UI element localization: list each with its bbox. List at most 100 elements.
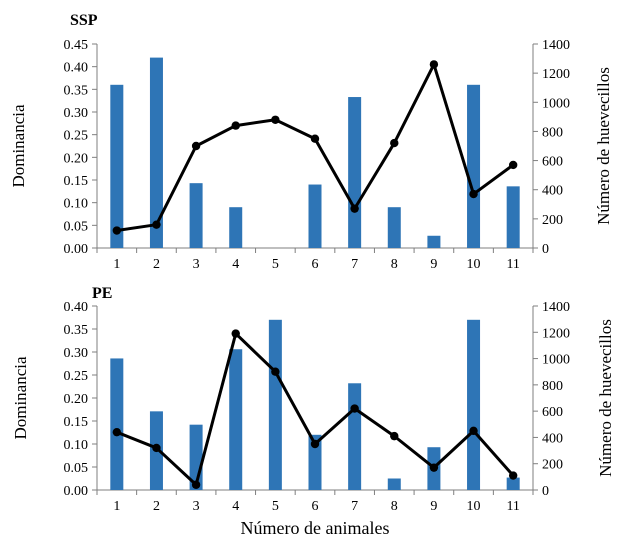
- huevecillos-point-2: [152, 443, 161, 453]
- x-tick-label: 5: [272, 257, 279, 272]
- x-tick-label: 4: [232, 499, 239, 514]
- left-tick-label: 0.10: [64, 197, 89, 212]
- left-tick-label: 0.30: [64, 106, 89, 121]
- right-tick-label: 600: [542, 155, 563, 170]
- huevecillos-point-9: [429, 60, 439, 69]
- left-tick-label: 0.15: [64, 415, 89, 430]
- x-tick-label: 10: [467, 499, 481, 514]
- left-tick-label: 0.05: [64, 219, 89, 234]
- left-tick-label: 0.00: [64, 484, 89, 499]
- chart-ssp: SSP 0.00 0.05 0.10 0.15 0.20 0.25 0.30 0.35 0.40 0…: [9, 12, 613, 272]
- huevecillos-point-1: [112, 427, 122, 437]
- y-axis-title: Dominancia: [11, 356, 30, 440]
- right-tick-label: 800: [542, 125, 563, 140]
- left-tick-label: 0.00: [64, 242, 89, 257]
- right-tick-label: 600: [542, 405, 563, 420]
- x-axis-title: Número de animales: [241, 518, 390, 538]
- right-tick-label: 0: [542, 242, 549, 257]
- huevecillos-point-7: [350, 204, 359, 213]
- left-tick-label: 0.40: [64, 61, 89, 76]
- huevecillos-point-11: [508, 471, 518, 480]
- left-tick-label: 0.25: [64, 369, 89, 384]
- huevecillos-point-5: [271, 115, 280, 124]
- bar-dominancia-5: [268, 319, 282, 490]
- right-tick-label: 1200: [542, 67, 570, 82]
- chart-pe: PE 0.00 0.05 0.10 0.15 0.20 0.25 0.30 0.35 0.40 0 2…: [11, 285, 615, 538]
- left-tick-label: 0.35: [64, 323, 89, 338]
- huevecillos-point-4: [231, 121, 240, 130]
- bar-dominancia-8: [387, 478, 401, 490]
- right-tick-label: 400: [542, 184, 563, 199]
- bar-dominancia-11: [506, 186, 520, 248]
- huevecillos-point-8: [390, 138, 399, 148]
- huevecillos-point-4: [231, 329, 240, 338]
- right-tick-label: 800: [542, 379, 563, 394]
- bar-dominancia-9: [427, 235, 441, 248]
- huevecillos-point-5: [271, 367, 280, 376]
- right-tick-label: 1000: [542, 353, 570, 368]
- bar-dominancia-3: [189, 183, 203, 248]
- right-tick-label: 200: [542, 213, 563, 228]
- bar-dominancia-11: [506, 477, 520, 490]
- x-tick-label: 3: [193, 257, 200, 272]
- bar-dominancia-6: [308, 434, 322, 490]
- x-tick-label: 8: [391, 499, 398, 514]
- x-tick-label: 3: [193, 499, 200, 514]
- huevecillos-point-9: [429, 463, 439, 472]
- left-tick-label: 0.25: [64, 129, 89, 144]
- left-tick-label: 0.30: [64, 346, 89, 361]
- left-tick-label: 0.20: [64, 392, 89, 407]
- right-tick-label: 200: [542, 458, 563, 473]
- huevecillos-point-8: [390, 431, 399, 441]
- right-tick-label: 0: [542, 484, 549, 499]
- huevecillos-point-1: [112, 226, 122, 235]
- right-tick-label: 1000: [542, 96, 570, 111]
- x-tick-label: 1: [113, 257, 120, 272]
- bar-dominancia-8: [387, 207, 401, 248]
- bar-dominancia-4: [229, 207, 243, 248]
- y2-axis-title: Número de huevecillos: [594, 67, 613, 225]
- x-tick-label: 7: [351, 257, 358, 272]
- x-tick-label: 6: [312, 499, 319, 514]
- x-tick-label: 4: [232, 257, 239, 272]
- chart-title: SSP: [70, 12, 98, 29]
- right-tick-label: 1400: [542, 38, 570, 53]
- chart-title: PE: [92, 285, 112, 302]
- bar-dominancia-6: [308, 184, 322, 248]
- huevecillos-point-3: [191, 480, 201, 489]
- x-tick-label: 2: [153, 257, 160, 272]
- bar-dominancia-2: [149, 57, 163, 248]
- left-tick-label: 0.10: [64, 438, 89, 453]
- right-tick-label: 400: [542, 431, 563, 446]
- x-tick-label: 7: [351, 499, 358, 514]
- bar-dominancia-4: [229, 349, 243, 490]
- bar-dominancia-7: [348, 97, 362, 248]
- x-tick-label: 9: [430, 257, 437, 272]
- huevecillos-point-11: [508, 160, 518, 170]
- x-tick-label: 10: [467, 257, 481, 272]
- bar-dominancia-10: [467, 84, 481, 248]
- bar-dominancia-10: [467, 319, 481, 490]
- y-axis-title: Dominancia: [9, 104, 28, 188]
- left-tick-label: 0.40: [64, 300, 89, 315]
- x-tick-label: 11: [506, 257, 519, 272]
- x-tick-label: 8: [391, 257, 398, 272]
- left-tick-label: 0.45: [64, 38, 89, 53]
- huevecillos-point-10: [469, 426, 478, 436]
- x-tick-label: 2: [153, 499, 160, 514]
- huevecillos-point-10: [469, 189, 478, 199]
- huevecillos-point-3: [191, 141, 201, 151]
- bar-dominancia-1: [110, 84, 124, 248]
- huevecillos-point-2: [152, 220, 161, 229]
- x-tick-label: 9: [430, 499, 437, 514]
- x-tick-label: 6: [312, 257, 319, 272]
- huevecillos-point-7: [350, 404, 359, 413]
- y2-axis-title: Número de huevecillos: [596, 319, 615, 477]
- x-tick-label: 1: [113, 499, 120, 514]
- left-tick-label: 0.35: [64, 83, 89, 98]
- x-tick-label: 11: [506, 499, 519, 514]
- bar-dominancia-7: [348, 383, 362, 490]
- left-tick-label: 0.15: [64, 174, 89, 189]
- right-tick-label: 1200: [542, 326, 570, 341]
